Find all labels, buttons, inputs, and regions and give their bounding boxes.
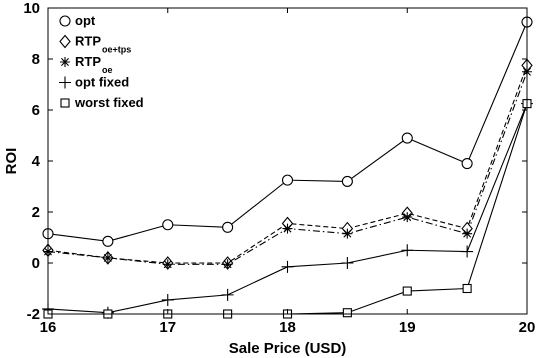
y-tick-label: 10 (23, 0, 40, 17)
legend-entry-rtp-oe-tps: RTPoe+tps (59, 34, 131, 55)
data-point-opt-fixed (281, 260, 294, 273)
data-point-worst-fixed (462, 283, 472, 294)
y-tick-label: 2 (32, 204, 40, 221)
x-tick-label: 19 (399, 319, 416, 336)
data-point-opt (102, 235, 114, 247)
data-point-opt (222, 221, 234, 233)
data-point-opt-fixed (341, 257, 354, 269)
x-tick-label: 16 (40, 319, 57, 336)
y-tick-label: 0 (32, 255, 40, 272)
y-tick-label: 8 (32, 51, 40, 68)
legend-entry-opt-fixed: opt fixed (59, 75, 129, 90)
data-point-rtp-oe (282, 223, 293, 234)
legend-label-worst-fixed: worst fixed (74, 95, 144, 110)
legend-marker-opt (59, 15, 71, 27)
x-axis-ticks: 16 17 18 19 20 (40, 8, 536, 336)
x-tick-label: 17 (159, 319, 176, 336)
data-point-opt (341, 175, 353, 187)
data-point-rtp-oe (102, 252, 113, 263)
data-point-worst-fixed (342, 308, 352, 318)
legend-marker-rtp-oe (60, 57, 70, 67)
y-axis-label: ROI (3, 148, 20, 175)
x-tick-label: 20 (519, 319, 536, 336)
legend-label-opt-fixed: opt fixed (75, 75, 129, 90)
x-tick-label: 18 (279, 319, 296, 336)
data-point-opt (461, 158, 473, 170)
legend-entry-rtp-oe: RTPoe (60, 54, 113, 75)
y-tick-label: -2 (27, 306, 40, 323)
legend-marker-worst-fixed (60, 98, 70, 108)
y-axis-ticks: -2 0 2 4 6 8 10 (23, 0, 527, 323)
data-point-rtp-oe (462, 228, 473, 239)
data-point-opt-fixed (161, 293, 174, 306)
x-axis-label: Sale Price (USD) (229, 340, 347, 357)
legend-entry-worst-fixed: worst fixed (60, 95, 144, 110)
legend-entry-opt: opt (59, 13, 96, 28)
data-point-worst-fixed (402, 286, 412, 296)
data-point-opt-fixed (461, 245, 474, 258)
data-point-rtp-oe (162, 259, 173, 270)
data-point-opt-fixed (401, 244, 414, 257)
data-point-rtp-oe (222, 259, 233, 270)
legend-marker-opt-fixed (59, 76, 71, 89)
legend-label-opt: opt (75, 13, 96, 28)
data-point-opt (401, 132, 413, 144)
y-tick-label: 6 (32, 102, 40, 119)
legend-label-rtp-oe-tps: RTPoe+tps (75, 34, 131, 55)
data-point-rtp-oe (402, 212, 413, 223)
y-tick-label: 4 (32, 153, 41, 170)
data-point-opt (281, 174, 294, 186)
legend-label-rtp-oe: RTPoe (75, 54, 113, 75)
data-point-opt-fixed (221, 288, 234, 301)
data-point-opt (162, 219, 174, 231)
legend-marker-rtp-oe-tps (59, 34, 71, 49)
data-point-rtp-oe (342, 228, 353, 239)
